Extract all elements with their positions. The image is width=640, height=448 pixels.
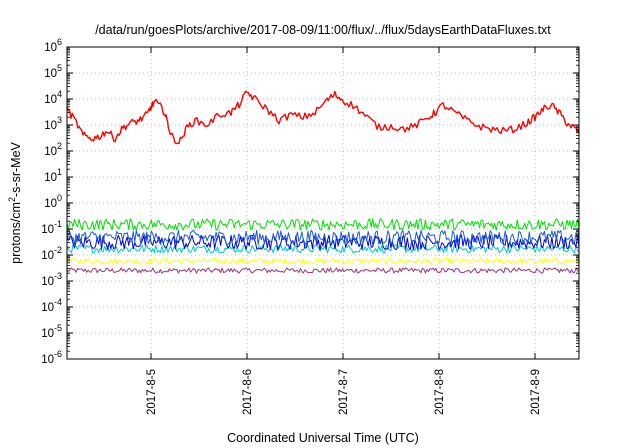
y-tick-label: 106 <box>44 37 62 54</box>
grid-lines <box>67 47 579 359</box>
y-axis-label: protons/cm2-s-sr-MeV <box>7 141 23 263</box>
y-tick-label-base: 10 <box>44 172 57 184</box>
y-tick-label: 10-3 <box>41 271 62 288</box>
x-tick-label: 2017-8-5 <box>146 369 158 415</box>
y-tick-label-base: 10 <box>41 354 54 366</box>
y-axis: 10-610-510-410-310-210-11001011021031041… <box>41 37 579 366</box>
y-tick-label-base: 10 <box>41 224 54 236</box>
y-tick-label: 10-6 <box>41 349 62 366</box>
x-axis: 2017-8-5 2017-8-6 2017-8-7 2017-8-8 2017-8-9 <box>146 47 542 415</box>
y-tick-label-base: 10 <box>41 250 54 262</box>
x-axis-label: Coordinated Universal Time (UTC) <box>227 431 419 445</box>
series-line <box>66 218 580 231</box>
y-tick-label-exponent: 0 <box>57 193 62 203</box>
series-line <box>66 267 580 274</box>
y-tick-label-exponent: 4 <box>57 89 62 99</box>
y-tick-label-exponent: 5 <box>57 63 62 73</box>
series-line <box>66 90 580 145</box>
x-tick-label: 2017-8-6 <box>242 369 254 415</box>
y-tick-label-base: 10 <box>41 302 54 314</box>
y-tick-label-exponent: 2 <box>57 141 62 151</box>
y-tick-label-exponent: 1 <box>57 167 62 177</box>
y-tick-label-base: 10 <box>41 276 54 288</box>
y-axis-label-main: protons/cm <box>9 202 23 264</box>
y-tick-label-base: 10 <box>44 42 57 54</box>
x-tick-label: 2017-8-7 <box>338 369 350 415</box>
series-line <box>66 229 580 246</box>
y-tick-label-exponent: -5 <box>54 323 62 333</box>
y-tick-label-base: 10 <box>41 328 54 340</box>
chart-title: /data/run/goesPlots/archive/2017-08-09/1… <box>95 23 551 37</box>
y-tick-label: 105 <box>44 63 62 80</box>
y-axis-label-sup: 2 <box>7 197 17 202</box>
y-tick-label: 10-4 <box>41 297 62 314</box>
series-group <box>66 90 580 274</box>
y-axis-label-rest: -s-sr-MeV <box>9 141 23 197</box>
y-tick-label-base: 10 <box>44 94 57 106</box>
y-tick-label: 103 <box>44 115 62 132</box>
y-tick-label-base: 10 <box>44 146 57 158</box>
y-tick-label: 102 <box>44 141 62 158</box>
y-tick-label-base: 10 <box>44 198 57 210</box>
series-line <box>66 257 580 265</box>
y-tick-label-exponent: 3 <box>57 115 62 125</box>
y-tick-label-exponent: 6 <box>57 37 62 47</box>
series-line <box>66 244 580 254</box>
y-tick-label-exponent: -1 <box>54 219 62 229</box>
x-tick-label: 2017-8-8 <box>434 369 446 415</box>
y-tick-label: 101 <box>44 167 62 184</box>
x-tick-label: 2017-8-9 <box>530 369 542 415</box>
y-tick-label: 10-5 <box>41 323 62 340</box>
y-tick-label-base: 10 <box>44 68 57 80</box>
y-tick-label: 10-2 <box>41 245 62 262</box>
y-tick-label: 100 <box>44 193 62 210</box>
y-tick-label-exponent: -4 <box>54 297 62 307</box>
y-tick-label-exponent: -2 <box>54 245 62 255</box>
y-tick-label-exponent: -3 <box>54 271 62 281</box>
y-tick-label-base: 10 <box>44 120 57 132</box>
y-tick-label: 10-1 <box>41 219 62 236</box>
y-tick-label-exponent: -6 <box>54 349 62 359</box>
y-tick-label: 104 <box>44 89 62 106</box>
